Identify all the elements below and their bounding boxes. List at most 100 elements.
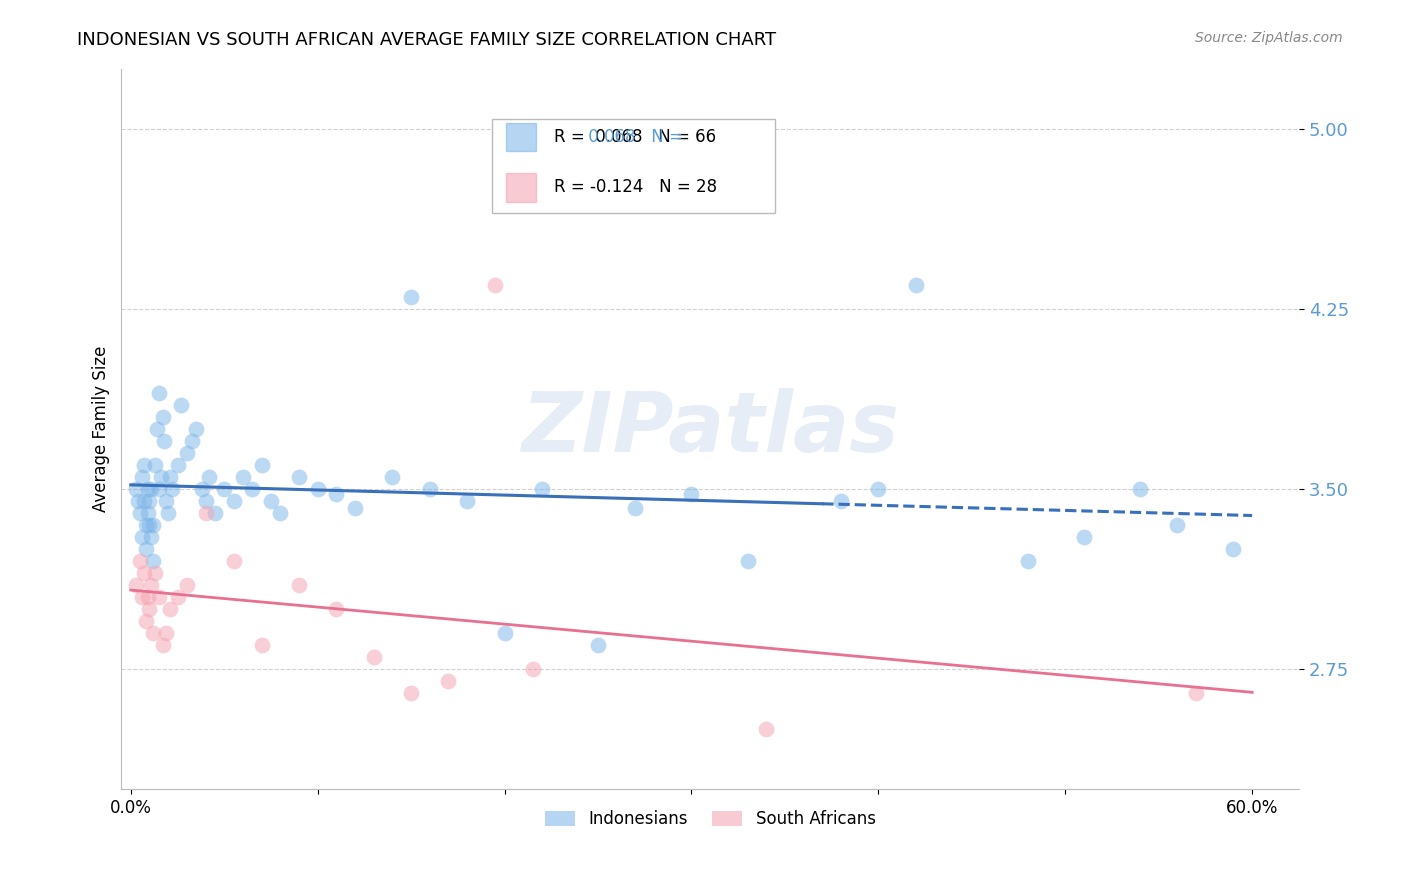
Point [148,590,170,604]
Point [131,590,153,604]
Point [1222,541,1244,556]
Point [868,482,890,496]
Point [135,614,157,628]
Point [132,566,155,580]
Point [194,494,217,508]
Point [191,482,214,496]
Point [1073,530,1095,544]
Point [125,578,148,592]
Point [155,626,177,640]
Point [149,470,172,484]
Point [166,458,188,472]
Point [1129,482,1152,496]
Point [484,277,506,292]
Point [138,518,160,533]
Point [240,482,263,496]
Text: ZIPatlas: ZIPatlas [522,388,898,469]
Text: INDONESIAN VS SOUTH AFRICAN AVERAGE FAMILY SIZE CORRELATION CHART: INDONESIAN VS SOUTH AFRICAN AVERAGE FAMI… [77,31,776,49]
Point [142,626,165,640]
Point [146,422,169,436]
Point [437,674,460,689]
Text: Source: ZipAtlas.com: Source: ZipAtlas.com [1195,31,1343,45]
Point [755,722,778,736]
Point [288,470,311,484]
Point [153,434,176,448]
Point [129,554,152,568]
Point [260,494,283,508]
Point [136,482,159,496]
Point [125,482,148,496]
Point [131,470,153,484]
Point [325,487,347,501]
FancyBboxPatch shape [492,119,775,212]
Point [152,638,174,652]
Point [142,518,165,533]
Point [135,518,157,533]
Point [148,385,170,400]
FancyBboxPatch shape [506,122,536,152]
Point [141,482,163,496]
Point [624,501,647,516]
Point [143,458,166,472]
Point [232,470,254,484]
Legend: Indonesians, South Africans: Indonesians, South Africans [538,804,883,835]
Point [737,554,759,568]
Point [250,638,273,652]
Point [159,602,181,616]
Point [159,470,181,484]
Point [222,494,245,508]
Point [148,482,170,496]
Text: 0.068   N =: 0.068 N = [583,128,688,146]
Point [222,554,245,568]
Point [143,566,166,580]
Text: R =  0.068   N = 66: R = 0.068 N = 66 [554,128,716,146]
Point [494,626,516,640]
Point [138,602,160,616]
Point [344,501,367,516]
Point [127,494,149,508]
Point [381,470,404,484]
Point [288,578,311,592]
Point [194,506,217,520]
Point [363,650,385,665]
Point [132,458,155,472]
Point [212,482,235,496]
Point [141,578,163,592]
Point [830,494,852,508]
Y-axis label: Average Family Size: Average Family Size [93,346,110,512]
Point [325,602,347,616]
Point [204,506,226,520]
Point [166,590,188,604]
Point [129,506,152,520]
Point [530,482,553,496]
Point [1166,518,1188,533]
Point [419,482,441,496]
Point [138,494,160,508]
Point [1185,686,1208,700]
Point [307,482,329,496]
Point [152,409,174,424]
Point [142,554,165,568]
Point [522,662,544,676]
Point [269,506,291,520]
Point [131,530,153,544]
Point [904,277,927,292]
Point [157,506,180,520]
Point [136,590,159,604]
Point [1017,554,1039,568]
Point [160,482,183,496]
Point [181,434,204,448]
Point [135,541,157,556]
Point [186,422,208,436]
Point [198,470,221,484]
Point [136,506,159,520]
Point [155,494,177,508]
FancyBboxPatch shape [506,173,536,202]
Point [399,686,422,700]
Point [399,290,422,304]
Point [681,487,703,501]
Text: R = -0.124   N = 28: R = -0.124 N = 28 [554,178,717,196]
Point [586,638,609,652]
Point [456,494,478,508]
Point [170,398,193,412]
